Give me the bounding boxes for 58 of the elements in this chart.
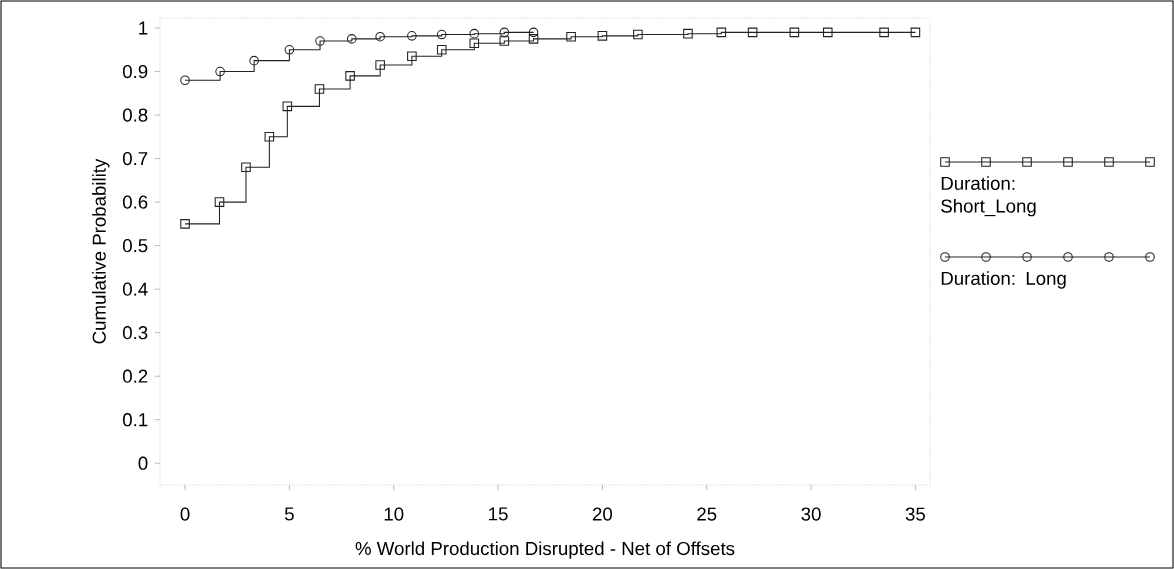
y-tick-label: 0.8 [122,108,148,122]
y-axis-title: Cumulative Probability [92,158,110,344]
point [910,27,921,38]
point [214,197,225,207]
point [407,51,417,62]
point [346,34,357,44]
point [241,162,251,173]
y-tick-label: 0.1 [122,413,148,427]
point [284,44,295,55]
point [822,27,833,38]
point [249,55,259,66]
point [528,27,539,38]
legend-label: Duration: Short_Long [941,176,1036,217]
x-tick-label: 30 [801,507,821,521]
point [716,27,727,38]
point [566,31,576,42]
x-axis-title: % World Production Disrupted - Net of Offsets [355,541,735,559]
point [597,31,608,41]
y-tick-label: 0.9 [122,64,148,79]
point [633,29,643,40]
point [436,29,447,40]
point [469,28,480,39]
x-tick-label: 5 [284,507,294,521]
point [683,28,693,39]
point [264,132,275,142]
y-tick-label: 1 [139,21,148,35]
point [879,27,889,38]
x-tick-label: 10 [384,507,404,521]
point [499,27,510,38]
point [314,84,325,94]
legend-label: Duration: Long [941,271,1066,289]
y-tick-label: 0.4 [122,282,148,296]
y-tick-label: 0.2 [122,369,148,383]
point [375,31,385,42]
y-tick-label: 0.5 [122,239,148,253]
point [180,219,190,229]
point [180,75,190,86]
point [215,66,225,77]
x-tick-label: 25 [697,507,717,521]
x-tick-label: 20 [592,507,613,521]
y-tick-label: 0.7 [122,151,148,166]
point [789,27,800,38]
point [345,71,355,81]
point [436,44,447,55]
point [315,36,325,46]
y-tick-label: 0.6 [122,195,148,209]
point [469,38,480,49]
point [407,31,417,41]
point [282,101,293,112]
x-tick-label: 15 [489,507,508,521]
y-tick-label: 0 [138,456,148,470]
point [499,36,510,46]
point [528,34,539,44]
y-tick-label: 0.3 [122,326,148,340]
x-tick-label: 0 [180,507,190,521]
point [747,27,758,38]
point [375,60,385,70]
x-tick-label: 35 [905,507,925,521]
